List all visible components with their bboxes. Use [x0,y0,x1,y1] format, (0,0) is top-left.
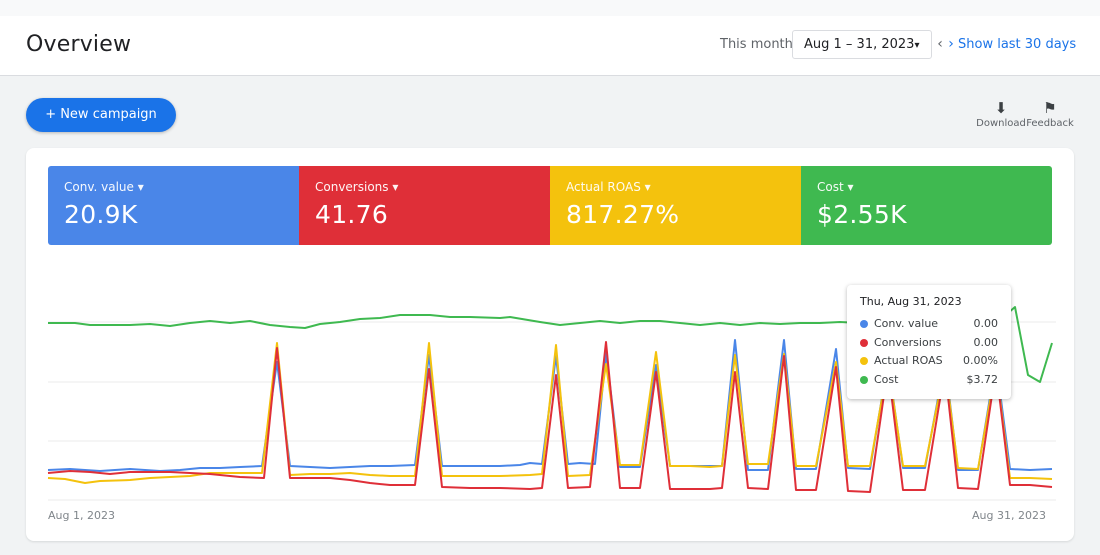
top-strip [0,0,1100,16]
chevron-down-icon: ▾ [392,180,399,194]
feedback-label: Feedback [1026,118,1074,129]
show-last-30-days-link[interactable]: Show last 30 days [958,37,1077,52]
tooltip-row-conv-value: Conv. value 0.00 [860,315,998,334]
tooltip-row-value: $3.72 [966,372,999,386]
metric-value: 817.27% [566,200,680,229]
chart-tooltip: Thu, Aug 31, 2023 Conv. value 0.00 Conve… [847,285,1011,399]
metric-label: Conv. value [64,180,134,194]
tooltip-row-value: 0.00% [963,354,998,367]
range-label: This month [720,37,793,52]
legend-dot [860,357,868,365]
metric-label: Actual ROAS [566,180,641,194]
page-header: Overview This month Aug 1 – 31, 2023▾ ‹ … [0,16,1100,76]
tooltip-title: Thu, Aug 31, 2023 [860,295,962,308]
metric-label: Cost [817,180,844,194]
download-label: Download [976,118,1026,129]
tooltip-row-cost: Cost $3.72 [860,371,998,390]
legend-dot [860,375,868,384]
feedback-button[interactable]: ⚑ Feedback [1025,98,1075,129]
tooltip-row-name: Conversions [874,335,942,349]
flag-icon: ⚑ [1043,99,1057,117]
x-axis-start-label: Aug 1, 2023 [48,509,115,522]
x-axis-end-label: Aug 31, 2023 [972,509,1046,522]
chevron-down-icon: ▾ [137,180,144,194]
legend-dot [860,338,868,347]
prev-period-icon[interactable]: ‹ [937,36,943,52]
chevron-down-icon: ▾ [847,180,854,194]
tooltip-row-conversions: Conversions 0.00 [860,334,998,353]
tooltip-row-name: Actual ROAS [874,354,943,367]
metric-tile-actual-roas[interactable]: Actual ROAS ▾ 817.27% [550,166,801,245]
metric-label: Conversions [315,180,389,194]
dropdown-caret-icon: ▾ [914,40,920,51]
download-icon: ⬇ [994,99,1008,117]
legend-dot [860,320,868,328]
metric-tile-cost[interactable]: Cost ▾ $2.55K [801,166,1052,245]
next-period-icon[interactable]: › [948,36,954,52]
date-range-dropdown[interactable]: Aug 1 – 31, 2023▾ [792,30,932,59]
metric-tile-conversions[interactable]: Conversions ▾ 41.76 [299,166,550,245]
date-range-value: Aug 1 – 31, 2023 [804,37,915,52]
metric-tile-conv-value[interactable]: Conv. value ▾ 20.9K [48,166,299,245]
tooltip-row-value: 0.00 [973,335,999,349]
tooltip-row-name: Conv. value [874,317,939,330]
cost-series-line [48,306,1053,383]
chevron-down-icon: ▾ [644,180,651,194]
metric-value: 20.9K [64,200,138,229]
tooltip-row-name: Cost [874,372,899,386]
new-campaign-button[interactable]: + New campaign [26,98,176,132]
tooltip-row-value: 0.00 [973,317,999,330]
tooltip-row-actual-roas: Actual ROAS 0.00% [860,352,998,371]
metric-value: 41.76 [315,200,389,229]
page-title: Overview [26,32,132,57]
metric-value: $2.55K [817,200,907,229]
download-button[interactable]: ⬇ Download [975,98,1027,129]
